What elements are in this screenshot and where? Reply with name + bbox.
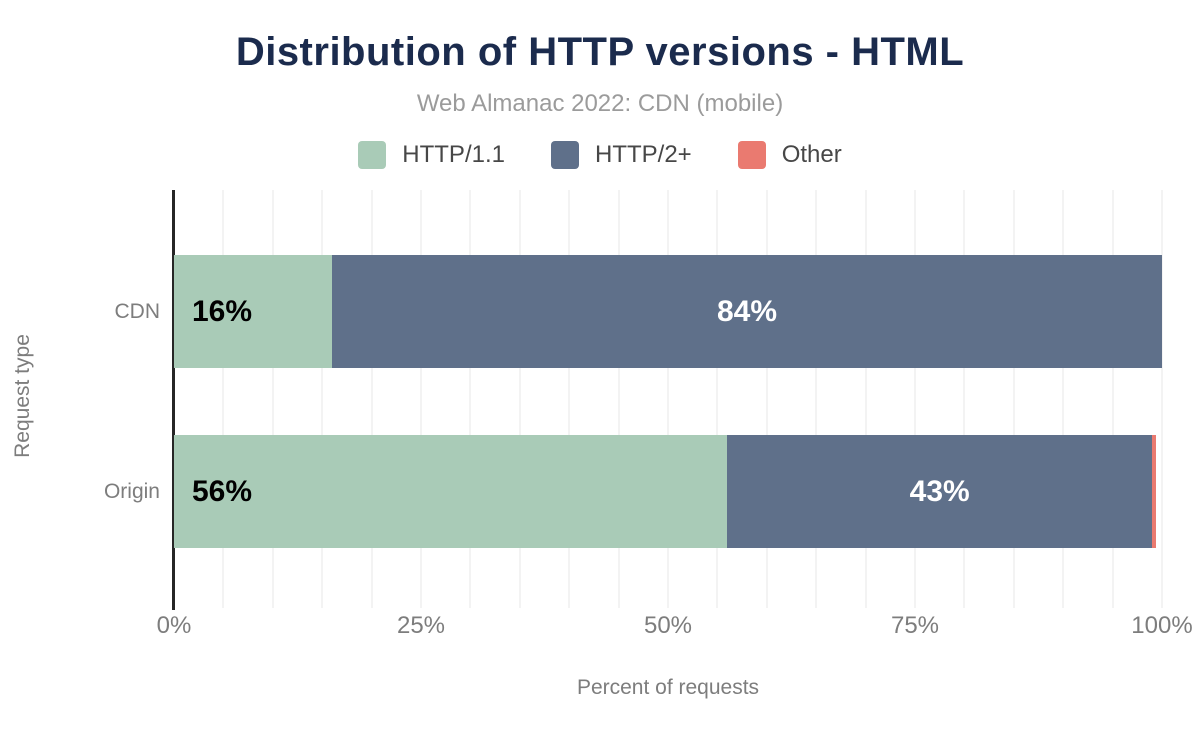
y-axis-title: Request type <box>11 334 34 458</box>
gridline <box>321 190 324 608</box>
bar-segment-cdn-http-2-[interactable]: 84% <box>332 255 1162 368</box>
chart-subtitle: Web Almanac 2022: CDN (mobile) <box>416 90 784 117</box>
bar-value-label: 56% <box>192 474 253 508</box>
plot-area: 16% 84% 56% 43% <box>172 190 1163 610</box>
y-category-label-origin: Origin <box>103 480 160 503</box>
gridline <box>271 190 274 608</box>
gridline <box>469 190 472 608</box>
gridline <box>716 190 719 608</box>
gridline <box>568 190 571 608</box>
legend-item-http-1-1: HTTP/1.1 <box>358 141 505 169</box>
bar-cdn: 16% 84% <box>174 255 1162 368</box>
y-category-label-cdn: CDN <box>114 300 161 323</box>
x-tick-label: 0% <box>156 612 192 639</box>
x-tick-label: 25% <box>396 612 446 639</box>
legend: HTTP/1.1 HTTP/2+ Other <box>0 138 1200 172</box>
x-tick-label: 75% <box>890 612 940 639</box>
legend-swatch-icon <box>550 141 579 169</box>
bar-segment-origin-http-2-[interactable]: 43% <box>727 435 1153 548</box>
legend-swatch-icon <box>358 141 387 169</box>
bar-segment-cdn-http-1-1[interactable]: 16% <box>174 255 333 368</box>
gridline <box>914 190 916 608</box>
legend-label: HTTP/2+ <box>594 141 692 168</box>
bar-segment-origin-other[interactable] <box>1152 435 1157 548</box>
bar-origin: 56% 43% <box>174 435 1162 548</box>
bar-value-label: 43% <box>909 474 970 508</box>
legend-item-other: Other <box>737 141 842 169</box>
legend-label: HTTP/1.1 <box>402 141 505 168</box>
legend-swatch-icon <box>737 141 766 169</box>
y-axis-line <box>172 190 175 610</box>
gridline <box>815 190 818 608</box>
gridline <box>222 190 225 608</box>
legend-item-http-2-: HTTP/2+ <box>550 141 692 169</box>
gridline <box>667 190 669 608</box>
chart-title: Distribution of HTTP versions - HTML <box>235 30 965 74</box>
gridline <box>765 190 768 608</box>
legend-label: Other <box>781 141 842 168</box>
gridline <box>1062 190 1065 608</box>
gridline <box>1161 190 1163 608</box>
gridline <box>617 190 620 608</box>
gridline <box>370 190 373 608</box>
gridline <box>1012 190 1015 608</box>
gridline <box>518 190 521 608</box>
gridline <box>1111 190 1114 608</box>
bar-segment-origin-http-1-1[interactable]: 56% <box>174 435 728 548</box>
gridline <box>864 190 867 608</box>
gridline <box>420 190 422 608</box>
x-tick-label: 100% <box>1131 612 1193 639</box>
gridline <box>963 190 966 608</box>
x-axis-title: Percent of requests <box>576 676 760 699</box>
bar-value-label: 84% <box>717 294 778 328</box>
bar-value-label: 16% <box>192 294 253 328</box>
x-tick-label: 50% <box>643 612 693 639</box>
